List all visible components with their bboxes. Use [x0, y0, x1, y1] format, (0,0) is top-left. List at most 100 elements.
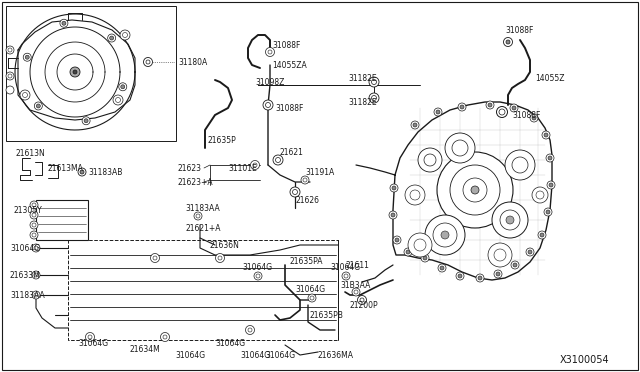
Circle shape — [513, 263, 517, 267]
Circle shape — [20, 90, 30, 100]
Circle shape — [512, 157, 528, 173]
Circle shape — [86, 333, 95, 341]
Circle shape — [404, 248, 412, 256]
Circle shape — [392, 186, 396, 190]
Circle shape — [256, 274, 260, 278]
Circle shape — [511, 261, 519, 269]
Circle shape — [540, 233, 544, 237]
Circle shape — [6, 72, 14, 80]
Circle shape — [488, 103, 492, 107]
Text: 14055ZA: 14055ZA — [272, 61, 307, 70]
Circle shape — [194, 212, 202, 220]
Circle shape — [496, 272, 500, 276]
Circle shape — [538, 231, 546, 239]
Text: 21633M: 21633M — [10, 270, 41, 279]
Circle shape — [73, 70, 77, 74]
Circle shape — [528, 250, 532, 254]
Circle shape — [32, 223, 36, 227]
Circle shape — [410, 190, 420, 200]
Circle shape — [512, 106, 516, 110]
Text: 31064G: 31064G — [242, 263, 272, 273]
Circle shape — [301, 176, 309, 184]
Circle shape — [109, 36, 114, 40]
Circle shape — [369, 93, 379, 103]
Circle shape — [292, 189, 298, 195]
Circle shape — [120, 30, 130, 40]
Circle shape — [440, 266, 444, 270]
Circle shape — [542, 131, 550, 139]
Circle shape — [421, 254, 429, 262]
Circle shape — [34, 246, 38, 250]
Text: 31064G: 31064G — [240, 350, 270, 359]
Circle shape — [6, 86, 14, 94]
Circle shape — [248, 328, 252, 332]
Circle shape — [308, 294, 316, 302]
Circle shape — [23, 53, 31, 61]
Circle shape — [530, 114, 538, 122]
Circle shape — [115, 97, 120, 103]
Text: 21623+A: 21623+A — [178, 177, 214, 186]
Circle shape — [438, 264, 446, 272]
Text: 21613N: 21613N — [15, 148, 45, 157]
Circle shape — [153, 256, 157, 260]
Circle shape — [8, 48, 12, 52]
Bar — [36, 200, 88, 240]
Circle shape — [488, 243, 512, 267]
Circle shape — [30, 221, 38, 229]
Circle shape — [34, 293, 38, 297]
Circle shape — [30, 201, 38, 209]
Text: 21634M: 21634M — [130, 346, 161, 355]
Text: 31064G: 31064G — [295, 285, 325, 295]
Circle shape — [549, 183, 553, 187]
Circle shape — [532, 116, 536, 120]
Circle shape — [88, 335, 92, 339]
Text: 31B3AA: 31B3AA — [340, 280, 371, 289]
Text: 21613MA: 21613MA — [48, 164, 84, 173]
Circle shape — [478, 276, 482, 280]
Text: 31064G: 31064G — [215, 339, 245, 347]
Text: 31064G: 31064G — [330, 263, 360, 273]
Circle shape — [445, 133, 475, 163]
Circle shape — [35, 102, 42, 110]
Circle shape — [150, 253, 159, 263]
Circle shape — [360, 298, 364, 302]
Circle shape — [32, 271, 40, 279]
Text: 21305Y: 21305Y — [14, 205, 43, 215]
Bar — [68, 240, 338, 340]
Text: 31064G: 31064G — [175, 350, 205, 359]
Circle shape — [32, 291, 40, 299]
Circle shape — [358, 295, 367, 305]
Circle shape — [499, 109, 505, 115]
Circle shape — [268, 50, 272, 54]
Text: 31088F: 31088F — [512, 110, 540, 119]
Circle shape — [303, 178, 307, 182]
Circle shape — [425, 215, 465, 255]
Text: 21635P: 21635P — [208, 135, 237, 144]
Circle shape — [253, 163, 257, 167]
Circle shape — [254, 272, 262, 280]
Text: 21623: 21623 — [178, 164, 202, 173]
Circle shape — [161, 333, 170, 341]
Circle shape — [434, 108, 442, 116]
Circle shape — [275, 157, 280, 163]
Circle shape — [22, 93, 28, 97]
Circle shape — [390, 184, 398, 192]
Text: 21635PA: 21635PA — [290, 257, 323, 266]
Circle shape — [423, 256, 427, 260]
Circle shape — [492, 202, 528, 238]
Circle shape — [32, 244, 40, 252]
Circle shape — [437, 152, 513, 228]
Circle shape — [506, 40, 510, 44]
Circle shape — [456, 272, 464, 280]
Circle shape — [250, 160, 259, 170]
Text: 31191A: 31191A — [305, 167, 334, 176]
Text: 31098Z: 31098Z — [255, 77, 284, 87]
Text: X3100054: X3100054 — [560, 355, 610, 365]
Circle shape — [504, 38, 513, 46]
Circle shape — [424, 154, 436, 166]
Circle shape — [25, 55, 29, 59]
Circle shape — [62, 21, 66, 25]
Circle shape — [418, 148, 442, 172]
Circle shape — [80, 170, 84, 174]
Circle shape — [34, 273, 38, 277]
